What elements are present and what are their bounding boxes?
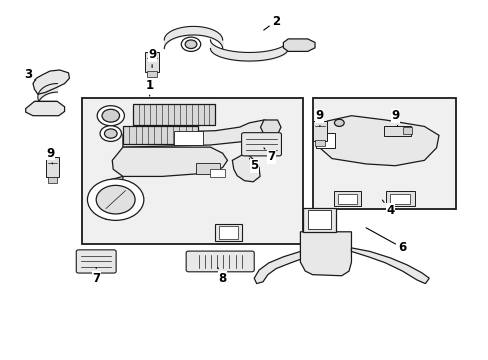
Circle shape [87,179,143,220]
Bar [219,226,237,239]
Bar [132,104,215,125]
Circle shape [97,106,124,126]
Bar [385,192,414,206]
Polygon shape [33,102,59,111]
Text: 9: 9 [315,109,324,126]
Bar [145,52,159,72]
Polygon shape [300,232,351,276]
Circle shape [100,126,121,141]
Bar [47,177,57,183]
Text: 1: 1 [145,79,153,96]
Circle shape [181,37,201,51]
Bar [314,140,324,146]
Polygon shape [26,102,64,116]
Text: 3: 3 [24,68,36,81]
Text: 7: 7 [92,267,100,285]
Bar [215,224,242,241]
Polygon shape [112,147,227,176]
Text: 5: 5 [249,158,258,172]
Bar [196,163,220,174]
FancyBboxPatch shape [241,133,281,156]
Polygon shape [96,176,130,219]
Circle shape [96,185,135,214]
Text: 6: 6 [366,228,406,255]
Text: 9: 9 [390,109,399,126]
Bar [312,121,326,141]
Polygon shape [33,70,69,94]
Circle shape [102,109,119,122]
Bar [81,98,302,244]
Polygon shape [260,120,281,135]
Bar [174,131,203,145]
Bar [316,133,334,148]
Text: 9: 9 [46,147,54,164]
Bar [45,157,59,177]
FancyBboxPatch shape [76,250,116,273]
Bar [389,194,409,203]
Text: 8: 8 [217,267,226,285]
Circle shape [104,129,117,138]
Bar [383,126,410,136]
FancyBboxPatch shape [186,251,254,272]
Polygon shape [232,155,260,182]
Polygon shape [319,116,438,166]
Bar [307,210,330,229]
Bar [403,127,411,134]
Bar [210,169,224,177]
Polygon shape [122,120,276,147]
Polygon shape [283,39,314,51]
Bar [312,98,455,208]
Bar [334,192,361,206]
Circle shape [334,119,344,126]
Circle shape [185,40,197,49]
Polygon shape [351,248,428,284]
Bar [147,71,157,77]
Text: 4: 4 [382,200,394,217]
Bar [302,207,335,232]
Text: 7: 7 [264,148,275,163]
Text: 9: 9 [148,49,156,67]
Text: 2: 2 [263,14,280,30]
Bar [338,194,356,203]
Polygon shape [254,251,300,284]
Bar [122,126,198,144]
